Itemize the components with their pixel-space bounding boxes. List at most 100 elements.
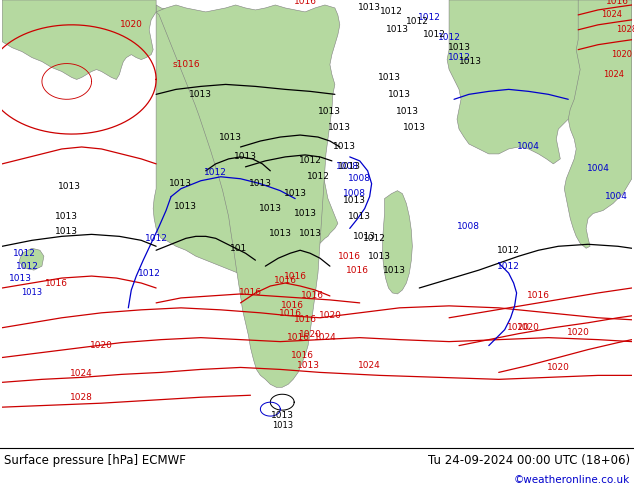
Text: 1013: 1013 [358,3,381,12]
Text: 1012: 1012 [418,13,441,23]
Text: 1016: 1016 [239,289,262,297]
Polygon shape [2,0,156,79]
Text: Surface pressure [hPa] ECMWF: Surface pressure [hPa] ECMWF [4,454,186,467]
Text: 1016: 1016 [281,301,304,310]
Text: 1004: 1004 [517,143,540,151]
Text: 1012: 1012 [497,262,520,270]
Text: 1013: 1013 [343,196,366,205]
Text: 1012: 1012 [406,17,429,26]
Text: 1020: 1020 [299,330,321,339]
Text: 1012: 1012 [16,262,39,270]
Text: 1013: 1013 [269,229,292,238]
Text: 1013: 1013 [169,179,193,188]
Text: 1020: 1020 [507,323,530,332]
Text: 1013: 1013 [328,122,351,132]
Text: 1016: 1016 [294,0,316,6]
Text: 1012: 1012 [307,172,330,181]
Polygon shape [153,5,338,285]
Text: 1013: 1013 [9,273,32,283]
Text: 1013: 1013 [299,229,321,238]
Text: 1013: 1013 [333,143,356,151]
Text: 1024: 1024 [602,10,623,20]
Text: 1012: 1012 [138,269,160,278]
Text: 1016: 1016 [301,292,323,300]
Text: 1013: 1013 [294,209,316,218]
Polygon shape [19,248,44,270]
Text: 1013: 1013 [403,122,426,132]
Text: 1013: 1013 [353,232,376,241]
Text: 1013: 1013 [234,152,257,161]
Text: 1012: 1012 [448,53,470,62]
Text: 1012: 1012 [299,156,321,166]
Text: 1013: 1013 [22,289,42,297]
Text: 1024: 1024 [70,369,93,378]
Text: 1008: 1008 [343,189,366,198]
Polygon shape [156,5,340,387]
Text: 1024: 1024 [314,333,336,342]
Text: 1016: 1016 [279,309,302,318]
Text: 1013: 1013 [58,182,81,191]
Text: 1013: 1013 [386,25,409,34]
Text: 1013: 1013 [272,420,293,430]
Text: 1013: 1013 [378,73,401,82]
Text: 1013: 1013 [249,179,272,188]
Text: 1013: 1013 [383,266,406,274]
Text: 1020: 1020 [517,323,540,332]
Text: 1020: 1020 [547,363,570,372]
Text: 1013: 1013 [283,189,307,198]
Text: 1013: 1013 [259,204,282,213]
Text: 1024: 1024 [358,361,381,370]
Text: 1016: 1016 [346,266,369,274]
Text: 1013: 1013 [339,162,361,171]
Text: s1016: s1016 [172,60,200,69]
Polygon shape [564,0,632,248]
Text: 1008: 1008 [348,174,371,183]
Text: 101: 101 [230,244,247,253]
Text: 1020: 1020 [611,50,632,59]
Text: 1013: 1013 [219,132,242,142]
Text: 1012: 1012 [380,7,403,17]
Text: 1020: 1020 [567,328,590,337]
Text: 1013: 1013 [318,107,342,116]
Text: 1012: 1012 [423,30,446,39]
Polygon shape [447,0,632,164]
Text: 1013: 1013 [190,90,212,99]
Text: 1016: 1016 [283,271,307,281]
Text: 1016: 1016 [294,315,316,324]
Text: 1020: 1020 [318,311,341,320]
Text: 1004: 1004 [586,164,609,173]
Text: 1013: 1013 [396,107,419,116]
Text: 1013: 1013 [448,43,470,52]
Text: 1016: 1016 [290,351,314,360]
Text: 1012: 1012 [145,234,167,243]
Text: 1012: 1012 [13,249,36,258]
Polygon shape [382,191,412,294]
Text: 1016: 1016 [606,0,630,6]
Text: 1028: 1028 [70,392,93,402]
Text: ©weatheronline.co.uk: ©weatheronline.co.uk [514,475,630,485]
Text: 1008: 1008 [458,222,481,231]
Text: 1013: 1013 [174,202,197,211]
Text: 1013: 1013 [348,212,371,221]
Text: 1012: 1012 [437,33,460,42]
Text: 1020: 1020 [90,341,113,350]
Text: Tu 24-09-2024 00:00 UTC (18+06): Tu 24-09-2024 00:00 UTC (18+06) [428,454,630,467]
Text: 1016: 1016 [527,292,550,300]
Text: 1013: 1013 [271,411,294,419]
Text: 1004: 1004 [604,192,628,201]
Text: 1013: 1013 [55,227,78,236]
Text: 1013: 1013 [55,212,78,221]
Text: 1028: 1028 [616,25,634,34]
Text: 1016: 1016 [274,275,297,285]
Text: 1013: 1013 [297,361,320,370]
Text: 1008: 1008 [336,162,359,171]
Text: 1016: 1016 [287,333,309,342]
Text: 1024: 1024 [604,70,624,79]
Text: 1016: 1016 [45,278,68,288]
Text: 1013: 1013 [368,252,391,261]
Text: 1012: 1012 [363,234,386,243]
Text: 1016: 1016 [339,252,361,261]
Text: 1012: 1012 [497,246,520,255]
Text: 1012: 1012 [204,168,227,177]
Text: 1020: 1020 [120,20,143,29]
